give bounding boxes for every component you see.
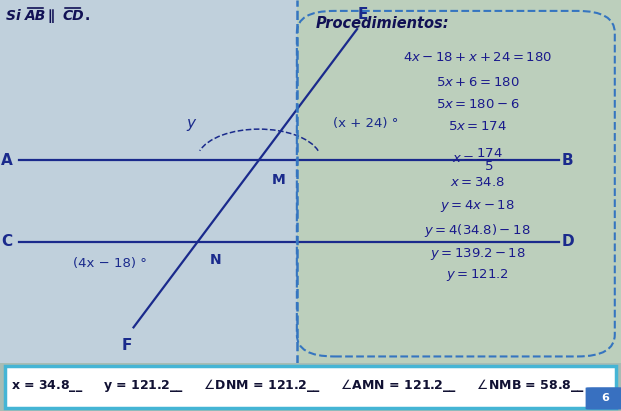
Text: E: E (358, 7, 368, 22)
Text: $y=139.2-18$: $y=139.2-18$ (430, 245, 525, 261)
Text: C: C (1, 234, 12, 249)
Text: (4x − 18) °: (4x − 18) ° (73, 257, 147, 270)
Text: y: y (186, 116, 195, 131)
Text: $5x=180-6$: $5x=180-6$ (436, 98, 519, 111)
Text: $5x=174$: $5x=174$ (448, 120, 507, 133)
Text: $y=121.2$: $y=121.2$ (446, 267, 509, 283)
Text: AB: AB (25, 9, 46, 23)
Bar (0, 0, 297, 364)
Text: $4x-18+x+24=180$: $4x-18+x+24=180$ (403, 51, 552, 64)
Text: 6: 6 (601, 393, 609, 403)
Text: $5x+6=180$: $5x+6=180$ (436, 76, 519, 89)
Text: CD: CD (62, 9, 84, 23)
Text: $y=4(34.8)-18$: $y=4(34.8)-18$ (424, 222, 531, 239)
Text: N: N (210, 253, 222, 267)
Text: Procedimientos:: Procedimientos: (315, 16, 449, 31)
Text: Si: Si (6, 9, 26, 23)
Text: B: B (562, 152, 574, 168)
Text: (x + 24) °: (x + 24) ° (333, 117, 399, 130)
Text: x = 34.8__     y = 121.2__     $\angle$DNM = 121.2__     $\angle$AMN = 121.2__  : x = 34.8__ y = 121.2__ $\angle$DNM = 121… (11, 377, 585, 394)
Bar (297, 0, 621, 364)
Text: $y=4x-18$: $y=4x-18$ (440, 198, 515, 214)
FancyBboxPatch shape (586, 387, 621, 409)
Text: $x=\dfrac{174}{5}$: $x=\dfrac{174}{5}$ (451, 147, 504, 173)
FancyBboxPatch shape (5, 366, 616, 408)
Text: ∥: ∥ (48, 9, 55, 23)
Text: M: M (271, 173, 285, 187)
Text: D: D (562, 234, 574, 249)
Text: F: F (122, 338, 132, 353)
Text: A: A (1, 152, 12, 168)
Text: .: . (84, 9, 89, 23)
Text: $x=34.8$: $x=34.8$ (450, 176, 505, 189)
